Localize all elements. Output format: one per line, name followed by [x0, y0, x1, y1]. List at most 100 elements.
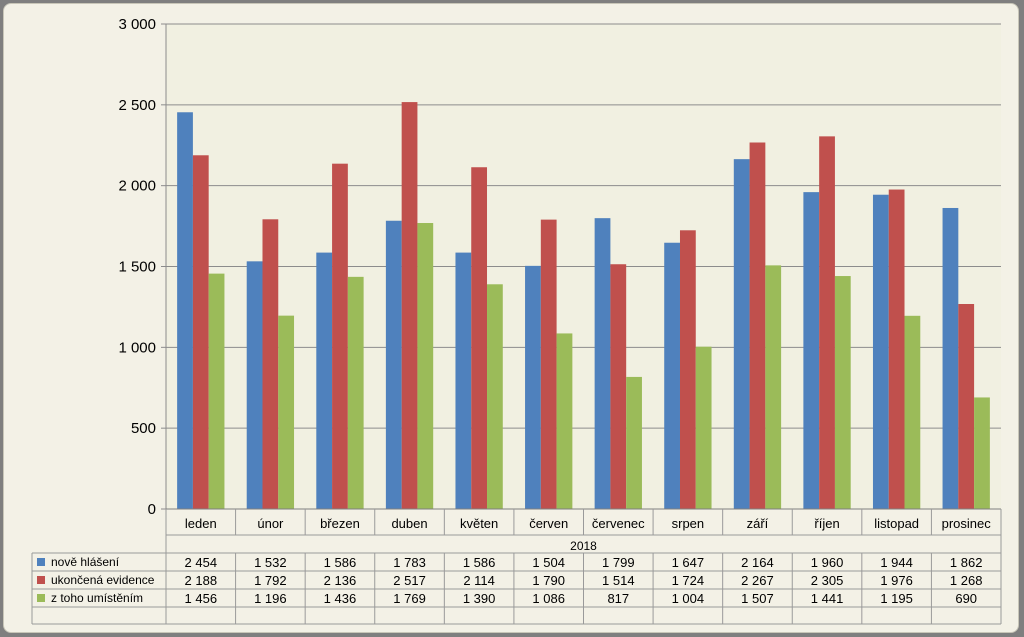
bar [594, 218, 611, 509]
bar [487, 284, 503, 509]
category-label: listopad [874, 516, 919, 531]
category-label: květen [460, 516, 498, 531]
data-table-cell: 1 862 [950, 555, 983, 570]
data-table-cell: 1 724 [672, 573, 705, 588]
data-table-cell: 1 647 [672, 555, 705, 570]
bar [834, 276, 851, 509]
bar [246, 261, 263, 509]
bar [888, 189, 905, 509]
category-label: červen [529, 516, 568, 531]
data-table-cell: 1 195 [880, 591, 913, 606]
bar [347, 276, 364, 509]
bar [385, 220, 402, 509]
data-table-cell: 2 454 [185, 555, 218, 570]
data-table-cell: 1 783 [393, 555, 426, 570]
bar [733, 159, 750, 510]
category-label: červenec [592, 516, 645, 531]
data-table-cell: 2 164 [741, 555, 774, 570]
data-table-cell: 2 136 [324, 573, 357, 588]
data-table-cell: 1 792 [254, 573, 287, 588]
bar [819, 136, 835, 509]
data-table-cell: 1 436 [324, 591, 357, 606]
data-table-cell: 1 514 [602, 573, 635, 588]
data-table-cell: 1 960 [811, 555, 844, 570]
bar [278, 315, 295, 509]
category-label: říjen [814, 516, 839, 531]
legend-label: nově hlášení [51, 555, 120, 569]
category-label: leden [185, 516, 217, 531]
bar [765, 265, 782, 509]
y-tick-label: 1 000 [118, 339, 156, 356]
y-tick-label: 2 000 [118, 178, 156, 195]
data-table-cell: 2 114 [463, 573, 495, 588]
bar [208, 273, 225, 509]
bar [556, 333, 573, 509]
bar [610, 264, 627, 509]
y-tick-label: 1 500 [118, 259, 156, 276]
bar [455, 252, 472, 509]
legend-label: z toho umístěním [51, 591, 143, 605]
bar [974, 397, 990, 509]
bar [540, 219, 557, 509]
legend-label: ukončená evidence [51, 573, 155, 587]
data-table-cell: 1 086 [532, 591, 565, 606]
data-table-cell: 1 268 [950, 573, 983, 588]
bar [904, 315, 921, 509]
data-table-cell: 1 769 [393, 591, 426, 606]
data-table-cell: 1 944 [880, 555, 913, 570]
legend-key [37, 558, 45, 566]
bar-chart: 0 500 1 000 1 500 2 000 2 500 3 000 leden únor bř… [31, 16, 1002, 625]
data-table-cell: 1 976 [880, 573, 913, 588]
data-table-cell: 1 586 [463, 555, 496, 570]
data-table-cell: 1 004 [672, 591, 705, 606]
category-label: prosinec [942, 516, 992, 531]
bar [471, 167, 488, 509]
y-tick-label: 3 000 [118, 16, 156, 33]
category-label: únor [257, 516, 284, 531]
bar [316, 252, 333, 509]
category-label: březen [320, 516, 360, 531]
bar [749, 142, 766, 510]
bar [401, 102, 418, 510]
bar [872, 194, 889, 509]
data-table-cell: 1 532 [254, 555, 287, 570]
chart-frame: 0 500 1 000 1 500 2 000 2 500 3 000 leden únor bř… [3, 3, 1019, 633]
data-table-cell: 1 586 [324, 555, 357, 570]
data-table-cell: 1 504 [532, 555, 565, 570]
bar [177, 112, 193, 510]
data-table-cell: 2 305 [811, 573, 844, 588]
bar [803, 192, 820, 509]
bar [262, 219, 279, 509]
bar [664, 242, 680, 510]
bar [942, 207, 959, 509]
y-tick-label: 0 [148, 501, 156, 518]
legend-key [37, 576, 45, 584]
category-label: srpen [672, 516, 705, 531]
category-label: duben [391, 516, 427, 531]
data-table-cell: 1 790 [532, 573, 565, 588]
bar [626, 376, 642, 509]
y-tick-label: 500 [131, 420, 156, 437]
bar [958, 304, 975, 509]
bar [332, 163, 348, 509]
data-table-cell: 1 456 [185, 591, 218, 606]
data-table-cell: 1 799 [602, 555, 635, 570]
bar [695, 346, 712, 509]
data-table-cell: 1 390 [463, 591, 496, 606]
data-table-cell: 817 [607, 591, 629, 606]
y-tick-label: 2 500 [118, 97, 156, 114]
bar [417, 223, 434, 510]
group-label: 2018 [570, 539, 597, 553]
data-table-cell: 1 507 [741, 591, 774, 606]
bar [525, 265, 541, 509]
legend-key [37, 594, 45, 602]
bar [192, 155, 209, 510]
category-label: září [747, 516, 769, 531]
data-table-cell: 2 267 [741, 573, 774, 588]
data-table-cell: 1 441 [811, 591, 844, 606]
data-table-cell: 1 196 [254, 591, 287, 606]
data-table-cell: 2 517 [393, 573, 426, 588]
data-table-cell: 690 [955, 591, 977, 606]
bar [679, 230, 696, 509]
data-table-cell: 2 188 [185, 573, 218, 588]
